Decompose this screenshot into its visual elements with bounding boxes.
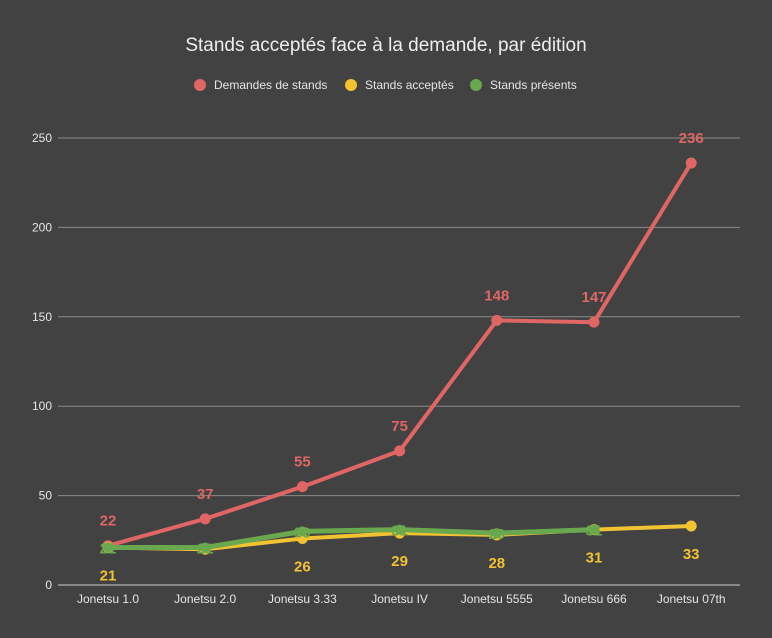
data-label: 31: [586, 523, 603, 540]
data-label: 29: [391, 553, 408, 570]
data-point: [296, 533, 308, 545]
data-point: [685, 520, 697, 532]
legend-marker: [470, 79, 482, 91]
legend: Demandes de stands Stands acceptés Stands …: [194, 78, 577, 92]
y-tick-label: 100: [32, 399, 52, 413]
data-label: 28: [488, 555, 505, 572]
series-line: [106, 161, 694, 548]
y-axis: 0 50 100 150 200 250: [32, 131, 52, 592]
data-label: 31: [586, 550, 603, 567]
data-label: 21: [197, 540, 214, 557]
data-point: [588, 316, 600, 328]
data-label: 148: [484, 287, 509, 304]
data-label: 21: [100, 540, 117, 557]
data-label: 29: [488, 526, 505, 543]
data-label: 75: [391, 418, 408, 435]
x-tick-label: Jonetsu 07th: [657, 592, 726, 606]
data-label: 30: [294, 524, 311, 541]
data-label: 55: [294, 454, 311, 471]
data-point: [297, 526, 308, 537]
data-label: 31: [391, 523, 408, 540]
x-tick-label: Jonetsu 666: [561, 592, 627, 606]
data-point: [296, 481, 308, 493]
y-tick-label: 0: [45, 578, 52, 592]
data-labels: 22 37 55 75 148 147 236 21 26 29 28 31 33 21 21 30 31 29 3…: [100, 130, 704, 584]
legend-label: Demandes de stands: [214, 78, 327, 92]
data-point: [394, 445, 406, 457]
data-point: [200, 542, 211, 553]
data-point: [589, 524, 599, 535]
data-point: [685, 157, 697, 169]
legend-marker: [194, 79, 206, 91]
data-point: [491, 528, 502, 539]
legend-label: Stands présents: [490, 78, 577, 92]
x-tick-label: Jonetsu IV: [371, 592, 428, 606]
y-tick-label: 200: [32, 220, 52, 234]
x-tick-label: Jonetsu 1.0: [77, 592, 139, 606]
legend-label: Stands acceptés: [365, 78, 454, 92]
data-label: 21: [100, 567, 117, 584]
data-point: [199, 513, 211, 525]
data-label: 26: [294, 559, 311, 576]
y-tick-label: 50: [39, 489, 53, 503]
x-tick-label: Jonetsu 5555: [461, 592, 533, 606]
series-line: [105, 527, 597, 550]
data-point: [103, 542, 113, 553]
y-tick-label: 250: [32, 131, 52, 145]
x-tick-label: Jonetsu 3.33: [268, 592, 337, 606]
data-point: [394, 524, 405, 535]
gridlines: [58, 137, 740, 586]
y-tick-label: 150: [32, 310, 52, 324]
data-label: 33: [683, 546, 700, 563]
x-tick-label: Jonetsu 2.0: [174, 592, 236, 606]
data-label: 22: [100, 513, 117, 530]
data-label: 37: [197, 486, 214, 503]
x-axis: Jonetsu 1.0 Jonetsu 2.0 Jonetsu 3.33 Jonets…: [77, 592, 726, 606]
data-label: 236: [679, 130, 704, 147]
data-point: [491, 314, 503, 326]
chart-title: Stands acceptés face à la demande, par é…: [185, 35, 586, 56]
series-lines: [102, 157, 697, 555]
data-label: 147: [581, 289, 606, 306]
legend-marker: [345, 79, 357, 91]
